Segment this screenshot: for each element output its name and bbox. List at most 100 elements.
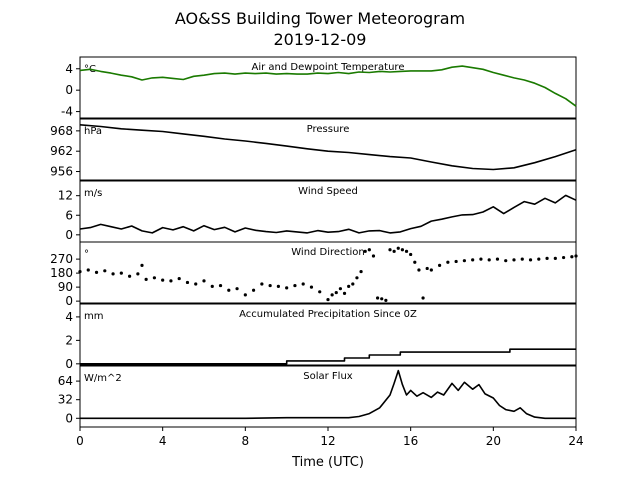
panels: -404 Air and Dewpoint Temperature°C956962… [50, 56, 578, 428]
data-point [285, 286, 289, 290]
data-point [347, 284, 351, 288]
data-point [119, 271, 123, 275]
data-point [413, 260, 417, 264]
data-point [421, 296, 425, 300]
panel-frame [79, 56, 577, 119]
data-point [260, 282, 264, 286]
figure-subtitle: 2019-12-09 [274, 30, 367, 49]
data-point [210, 284, 214, 288]
data-point [462, 259, 466, 263]
panel-title: Air and Dewpoint Temperature [252, 62, 405, 73]
y-tick-label: 12 [58, 189, 73, 203]
y-tick-label: 180 [50, 266, 73, 280]
panel-title: Pressure [307, 124, 350, 135]
data-point [326, 297, 330, 302]
data-point [429, 268, 433, 272]
series-line [79, 194, 577, 234]
data-point [367, 248, 371, 252]
data-point [371, 254, 376, 258]
panel-unit: W/m^2 [84, 373, 122, 384]
y-tick-label: 0 [65, 83, 73, 97]
data-point [78, 269, 82, 274]
data-point [355, 276, 359, 280]
x-tick-label: 16 [403, 434, 418, 448]
data-point [351, 282, 355, 286]
x-tick-label: 4 [159, 434, 167, 448]
data-point [334, 290, 338, 295]
data-point [562, 255, 566, 260]
panel-title: Wind Direction [291, 247, 365, 258]
data-point [338, 287, 342, 291]
panel-unit: mm [84, 311, 103, 322]
data-point [454, 259, 458, 264]
data-point [235, 287, 239, 291]
y-tick-label: 64 [58, 374, 73, 388]
data-point [545, 256, 549, 260]
data-point [553, 256, 557, 260]
data-point [363, 249, 367, 253]
panel-frame [79, 303, 577, 366]
data-point [438, 263, 442, 267]
x-axis-label: Time (UTC) [291, 455, 364, 470]
data-point [276, 284, 280, 288]
data-point [309, 285, 314, 289]
data-point [417, 268, 421, 272]
data-point [128, 274, 132, 278]
data-point [169, 279, 173, 283]
data-point [144, 277, 148, 281]
x-tick-label: 20 [486, 434, 501, 448]
data-point [359, 269, 363, 274]
data-point [185, 280, 190, 285]
data-point [376, 296, 380, 300]
panel-5: 0 2 4 Accumulated Precipitation Since 0Z mm [65, 303, 577, 371]
x-tick-label: 0 [76, 434, 84, 448]
data-point [487, 258, 491, 262]
y-tick-label: 32 [58, 393, 73, 407]
y-tick-label: 968 [50, 124, 73, 138]
data-point [396, 246, 400, 250]
panel-1: -404 Air and Dewpoint Temperature°C [61, 56, 577, 119]
data-point [94, 270, 99, 274]
data-point [293, 283, 297, 288]
data-point [342, 291, 347, 295]
series-line [80, 348, 576, 365]
panel-3: 0 6 12 Wind Speed m/s [58, 180, 577, 243]
x-tick-label: 8 [242, 434, 250, 448]
data-point [227, 288, 231, 292]
x-tick-label: 12 [320, 434, 335, 448]
data-point [152, 276, 156, 280]
data-point [400, 248, 404, 252]
panel-unit: hPa [84, 126, 102, 137]
panel-title: Accumulated Precipitation Since 0Z [239, 309, 417, 320]
data-point [392, 249, 396, 253]
data-point [409, 252, 413, 257]
y-tick-label: 90 [58, 280, 73, 294]
data-point [479, 257, 483, 261]
data-point [512, 258, 516, 262]
y-tick-label: -4 [61, 105, 73, 119]
y-tick-label: 270 [50, 252, 73, 266]
data-point [111, 272, 115, 276]
data-point [301, 282, 305, 286]
data-point [425, 266, 429, 271]
data-point [86, 268, 90, 272]
data-point [404, 249, 409, 253]
data-point [495, 257, 500, 261]
data-point [471, 258, 475, 262]
series-line [79, 124, 577, 171]
data-point [194, 282, 198, 286]
y-tick-label: 2 [65, 333, 73, 347]
panel-unit: m/s [84, 188, 102, 199]
panel-2: 956 962 968 Pressure hPa [50, 118, 577, 181]
data-point [504, 259, 508, 263]
data-point [202, 279, 206, 283]
data-point [528, 258, 533, 262]
y-tick-label: 4 [65, 62, 73, 76]
data-point [103, 269, 107, 273]
figure-title: AO&SS Building Tower Meteorogram [175, 9, 465, 28]
data-point [446, 260, 450, 264]
data-point [318, 290, 322, 294]
data-point [380, 297, 384, 301]
